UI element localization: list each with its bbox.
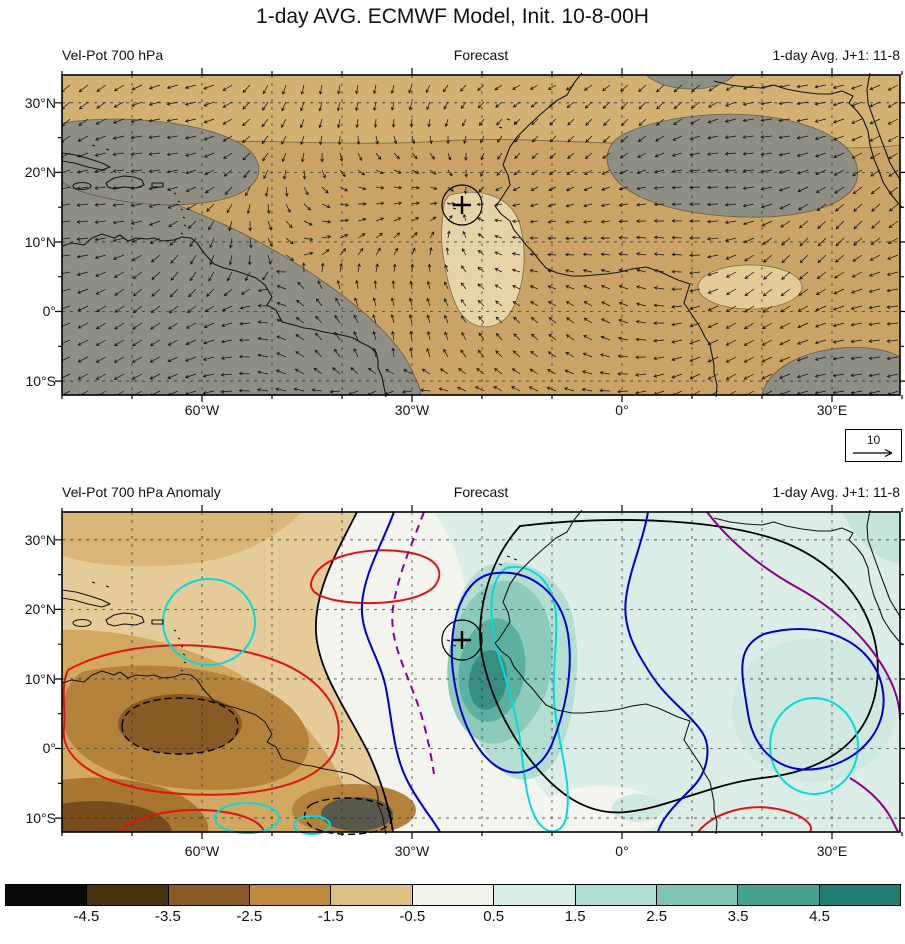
- colorbar: [5, 884, 901, 906]
- axis-ticks: [55, 68, 905, 402]
- colorbar-tick-label: -2.5: [236, 908, 263, 925]
- contour-cyan: [293, 815, 331, 835]
- colorbar-segment: [494, 885, 576, 905]
- lat-tick-label: 0°: [42, 303, 56, 319]
- grid-lines: [62, 512, 900, 832]
- colorbar-tick-label: -0.5: [399, 908, 426, 925]
- lon-tick-label: 0°: [615, 843, 629, 859]
- colorbar-segment: [250, 885, 332, 905]
- velpot-map: [55, 68, 905, 402]
- storm-marker: [441, 184, 483, 226]
- lat-tick-label: 20°N: [24, 601, 56, 617]
- panel2-forecast-label: Forecast: [453, 484, 509, 500]
- velpot-anomaly-map-svg: [55, 505, 905, 839]
- panel2-header: Vel-Pot 700 hPa Anomaly Forecast 1-day A…: [62, 484, 900, 502]
- colorbar-tick-label: -4.5: [73, 908, 100, 925]
- colorbar-segment: [168, 885, 251, 905]
- contour-cyan: [490, 566, 569, 833]
- panel2-valid-label: 1-day Avg. J+1: 11-8: [772, 484, 900, 500]
- colorbar-labels: -4.5 -3.5 -2.5 -1.5 -0.5 0.5 1.5 2.5 3.5 4.5: [0, 908, 905, 932]
- contour-purple-dashed: [391, 511, 435, 775]
- reference-vector-arrow-icon: [852, 448, 892, 457]
- lat-tick-label: 30°N: [24, 95, 56, 111]
- colorbar-tick-label: -1.5: [317, 908, 344, 925]
- contour-blue: [450, 571, 571, 774]
- storm-marker: [441, 619, 483, 661]
- colorbar-tick-label: 3.5: [727, 908, 749, 925]
- colorbar-segment: [656, 885, 739, 905]
- reference-vector-label: 10: [866, 432, 881, 447]
- lat-tick-label: 0°: [42, 740, 56, 756]
- panel1-variable-label: Vel-Pot 700 hPa: [62, 47, 164, 63]
- colorbar-segment: [412, 885, 495, 905]
- wind-vector-arrows: [62, 84, 899, 395]
- panel2-variable-label: Vel-Pot 700 hPa Anomaly: [62, 484, 221, 500]
- contour-black-dashed: [121, 697, 239, 755]
- axis-ticks: [55, 505, 905, 839]
- lat-tick-label: 10°N: [24, 671, 56, 687]
- colorbar-segment: [738, 885, 820, 905]
- contour-purple: [706, 511, 901, 721]
- reference-vector-box: 10: [845, 429, 902, 462]
- colorbar-tick-label: 1.5: [564, 908, 586, 925]
- contour-cyan: [769, 697, 859, 795]
- contour-blue: [624, 511, 709, 833]
- colorbar-segment: [87, 885, 169, 905]
- lon-tick-label: 30°E: [816, 402, 848, 418]
- map-border: [61, 511, 901, 833]
- contour-black-dashed: [304, 797, 393, 835]
- colorbar-tick-label: 2.5: [646, 908, 668, 925]
- lon-tick-label: 30°W: [394, 402, 430, 418]
- colorbar-tick-label: -3.5: [154, 908, 181, 925]
- contour-cyan: [214, 802, 280, 834]
- lon-tick-label: 60°W: [184, 402, 220, 418]
- anomaly-contours: [62, 511, 901, 835]
- contour-blue: [741, 628, 885, 771]
- wind-arrow-path: [62, 84, 899, 395]
- velpot-anomaly-map: [55, 505, 905, 839]
- contour-red: [62, 644, 340, 796]
- colorbar-segment: [819, 885, 900, 905]
- colorbar-tick-label: 0.5: [483, 908, 505, 925]
- panel1-forecast-label: Forecast: [453, 47, 509, 63]
- contour-blue: [360, 511, 441, 833]
- contour-black: [479, 519, 879, 814]
- lat-tick-label: 30°N: [24, 532, 56, 548]
- lat-tick-label: 20°N: [24, 164, 56, 180]
- lon-tick-label: 30°W: [394, 843, 430, 859]
- panel1-valid-label: 1-day Avg. J+1: 11-8: [772, 47, 900, 63]
- lon-tick-label: 0°: [615, 402, 629, 418]
- velpot-map-svg: [55, 68, 905, 402]
- figure-title: 1-day AVG. ECMWF Model, Init. 10-8-00H: [256, 5, 649, 28]
- colorbar-tick-label: 4.5: [809, 908, 830, 925]
- lat-tick-label: 10°S: [25, 810, 56, 826]
- lat-tick-label: 10°N: [24, 234, 56, 250]
- lon-tick-label: 60°W: [184, 843, 220, 859]
- colorbar-segment: [331, 885, 413, 905]
- lat-tick-label: 10°S: [25, 373, 56, 389]
- map-border: [61, 74, 901, 396]
- colorbar-segment: [575, 885, 657, 905]
- contour-black: [315, 511, 394, 833]
- lon-tick-label: 30°E: [816, 843, 848, 859]
- contour-red: [310, 549, 441, 605]
- contour-purple: [849, 777, 899, 833]
- panel1-header: Vel-Pot 700 hPa Forecast 1-day Avg. J+1:…: [62, 47, 900, 65]
- contour-red: [697, 806, 812, 833]
- colorbar-segment: [6, 885, 88, 905]
